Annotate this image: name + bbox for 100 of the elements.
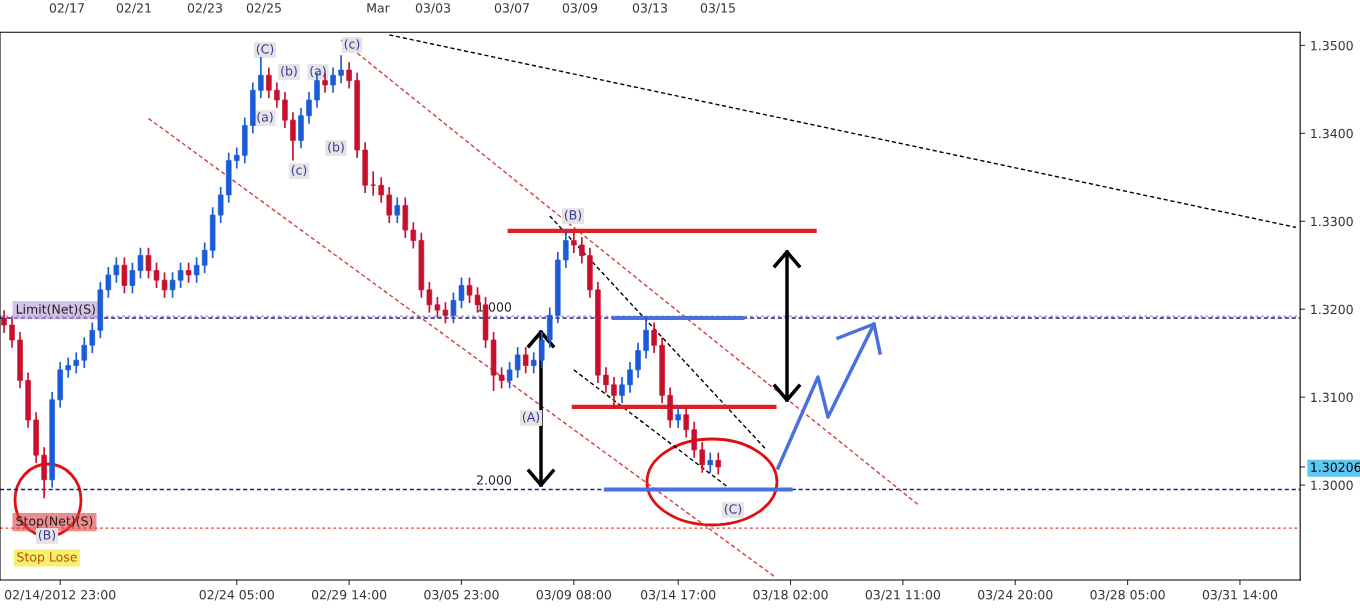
candlestick	[442, 302, 449, 324]
candlestick	[715, 452, 722, 475]
candlestick	[185, 262, 192, 283]
annotation: (C)	[256, 43, 274, 56]
candlestick	[121, 257, 128, 294]
text: 03/07	[494, 3, 529, 14]
candlestick	[506, 362, 513, 389]
annotation: (C)	[724, 503, 742, 516]
text: 03/13	[632, 3, 668, 14]
candlestick	[530, 352, 537, 374]
y-tick-label: 1.3200	[1311, 304, 1353, 315]
x-tick-label: 02/24 05:00	[199, 589, 274, 601]
candlestick	[643, 317, 649, 359]
annotation: (c)	[344, 38, 360, 51]
annotation: (A)	[522, 411, 540, 424]
candlestick	[675, 406, 681, 428]
candlestick	[378, 177, 384, 203]
candlestick	[282, 92, 288, 129]
x-tick-label: 03/21 11:00	[865, 589, 941, 601]
candlestick	[1, 310, 7, 333]
x-tick-label: 03/28 05:00	[1090, 589, 1165, 601]
candlestick	[571, 232, 577, 253]
annotation: (c)	[291, 164, 307, 177]
y-tick-label: 1.30206	[1311, 462, 1360, 472]
x-tick-label: 03/18 02:00	[753, 589, 828, 601]
candlestick	[266, 67, 272, 99]
candlestick	[514, 347, 521, 378]
x-tick-label: 03/31 14:00	[1202, 589, 1278, 601]
x-tick-label: 03/09 08:00	[536, 589, 612, 601]
candlestick	[386, 187, 392, 223]
x-tick-label: 02/14/2012 23:00	[5, 589, 116, 601]
text: 02/25	[246, 3, 281, 14]
text: 03/15	[700, 3, 735, 14]
candlestick	[611, 376, 617, 409]
candlestick	[522, 347, 529, 374]
candlestick	[290, 112, 296, 161]
text: 02/21	[116, 3, 151, 14]
candlestick	[627, 362, 633, 393]
candlestick	[434, 296, 441, 318]
candlestick	[707, 452, 714, 473]
candlestick	[683, 406, 689, 438]
annotation: (b)	[328, 141, 344, 154]
candlestick	[330, 67, 336, 93]
candlestick	[137, 247, 144, 279]
annotation: (b)	[281, 65, 297, 78]
text: 03/03	[415, 3, 451, 14]
candlestick	[346, 62, 352, 89]
text: Mar	[367, 3, 390, 13]
candlestick	[498, 367, 505, 389]
x-tick-label: 03/24 20:00	[978, 589, 1053, 601]
y-tick-label: 1.3000	[1311, 480, 1353, 490]
candlestick	[426, 281, 433, 313]
ref-line-label: Stop(Net)(S)	[16, 516, 93, 529]
candlestick	[177, 262, 184, 289]
candlestick	[217, 187, 224, 223]
candlestick	[73, 352, 79, 374]
ref-line-label: Limit(Net)(S)	[16, 304, 95, 316]
candlestick	[65, 357, 71, 378]
y-tick-label: 1.3500	[1311, 40, 1353, 51]
candlestick	[169, 272, 176, 298]
x-tick-label: 03/05 23:00	[424, 589, 499, 601]
candlestick	[699, 442, 705, 473]
annotation: Stop Lose	[17, 552, 77, 565]
candlestick	[234, 147, 240, 169]
candlestick	[579, 237, 585, 264]
candlestick	[201, 242, 208, 274]
annotation: 2.000	[477, 475, 512, 485]
annotation: (a)	[310, 65, 326, 78]
y-tick-label: 1.3300	[1311, 216, 1353, 227]
candlestick	[9, 317, 15, 348]
y-tick-label: 1.3100	[1311, 392, 1353, 403]
candlestick	[306, 92, 312, 124]
candlestick	[394, 197, 401, 223]
candlestick	[635, 342, 641, 378]
candlestick	[410, 222, 417, 249]
y-tick-label: 1.3400	[1311, 128, 1353, 139]
candlestick	[538, 332, 545, 369]
candlestick	[603, 367, 609, 393]
candlestick	[274, 82, 280, 108]
annotation: (B)	[564, 209, 582, 222]
candlestick	[193, 257, 200, 283]
x-tick-label: 03/14 17:00	[640, 589, 716, 601]
candlestick	[338, 55, 344, 84]
candlestick	[105, 267, 112, 298]
candlestick	[81, 337, 88, 369]
candlestick	[258, 56, 264, 99]
text: 03/09	[562, 3, 598, 14]
candlestick	[691, 421, 697, 458]
candlestick	[113, 257, 120, 283]
candlestick	[563, 229, 569, 268]
annotation: (B)	[38, 529, 56, 542]
text: 02/23	[187, 3, 223, 14]
candlestick	[651, 322, 657, 354]
candlestick	[129, 262, 136, 294]
candlestick	[370, 171, 376, 196]
candlestick	[619, 376, 625, 404]
annotation: (a)	[257, 111, 273, 124]
text: 02/17	[49, 3, 84, 14]
candlestick	[89, 322, 96, 354]
x-tick-label: 02/29 14:00	[311, 589, 387, 601]
